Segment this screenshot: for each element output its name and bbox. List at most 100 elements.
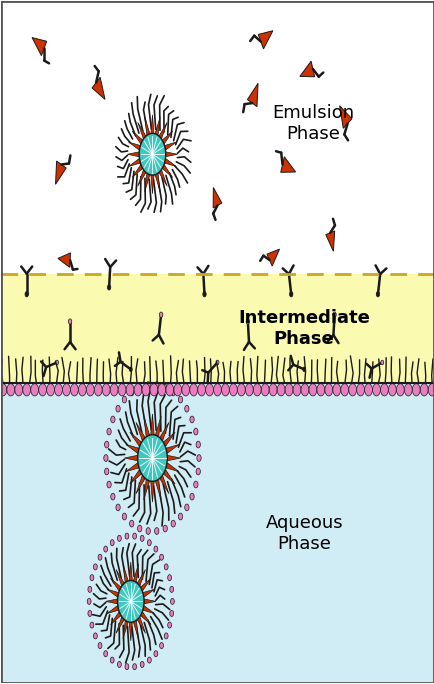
Circle shape: [56, 360, 59, 365]
Circle shape: [170, 598, 174, 605]
Circle shape: [117, 661, 121, 668]
Circle shape: [104, 468, 108, 475]
Polygon shape: [299, 61, 314, 77]
Circle shape: [169, 610, 173, 616]
Polygon shape: [159, 475, 168, 494]
Circle shape: [158, 384, 165, 396]
Polygon shape: [162, 131, 172, 144]
Circle shape: [7, 384, 15, 396]
Circle shape: [126, 384, 134, 396]
Circle shape: [168, 622, 171, 628]
Circle shape: [184, 406, 188, 412]
Circle shape: [129, 521, 134, 527]
Polygon shape: [123, 620, 128, 639]
Polygon shape: [163, 469, 175, 484]
Polygon shape: [167, 456, 180, 461]
Polygon shape: [165, 152, 177, 157]
Circle shape: [193, 428, 197, 435]
Polygon shape: [155, 117, 160, 135]
Circle shape: [122, 396, 126, 403]
Circle shape: [62, 384, 70, 396]
Circle shape: [46, 384, 54, 396]
Circle shape: [137, 384, 141, 391]
Circle shape: [31, 384, 39, 396]
Circle shape: [159, 554, 163, 560]
Circle shape: [0, 384, 7, 396]
Polygon shape: [155, 416, 161, 437]
Circle shape: [93, 633, 97, 639]
Circle shape: [110, 384, 118, 396]
Circle shape: [154, 527, 158, 534]
Polygon shape: [107, 589, 118, 597]
Circle shape: [395, 384, 403, 396]
Circle shape: [117, 581, 144, 622]
Polygon shape: [136, 475, 145, 494]
Circle shape: [221, 384, 229, 396]
Circle shape: [134, 384, 141, 396]
Circle shape: [380, 384, 388, 396]
Circle shape: [411, 384, 419, 396]
Circle shape: [98, 642, 102, 648]
Circle shape: [150, 384, 158, 396]
Circle shape: [25, 291, 28, 297]
Polygon shape: [145, 117, 150, 135]
Circle shape: [86, 384, 94, 396]
Polygon shape: [140, 578, 151, 591]
Circle shape: [372, 384, 379, 396]
Polygon shape: [56, 161, 66, 184]
Polygon shape: [127, 152, 139, 157]
Polygon shape: [128, 142, 140, 150]
Circle shape: [154, 546, 158, 552]
Circle shape: [178, 513, 182, 520]
Circle shape: [88, 586, 92, 592]
Polygon shape: [280, 157, 295, 172]
Text: Aqueous
Phase: Aqueous Phase: [265, 514, 342, 553]
Circle shape: [163, 525, 167, 532]
Circle shape: [184, 504, 188, 511]
Circle shape: [137, 435, 167, 482]
Polygon shape: [140, 611, 151, 624]
Circle shape: [87, 598, 91, 605]
Circle shape: [229, 384, 237, 396]
Polygon shape: [129, 469, 141, 484]
Circle shape: [132, 663, 136, 670]
Circle shape: [107, 285, 111, 290]
Circle shape: [181, 384, 189, 396]
Circle shape: [340, 384, 348, 396]
Polygon shape: [116, 570, 124, 586]
Polygon shape: [144, 599, 155, 604]
Polygon shape: [155, 479, 161, 500]
Circle shape: [404, 384, 411, 396]
Polygon shape: [136, 422, 145, 441]
Polygon shape: [150, 482, 154, 502]
Circle shape: [90, 622, 94, 628]
Circle shape: [146, 527, 150, 534]
Circle shape: [171, 389, 175, 396]
Circle shape: [98, 554, 102, 560]
Circle shape: [104, 546, 107, 552]
Polygon shape: [164, 142, 176, 150]
Polygon shape: [133, 620, 138, 639]
Circle shape: [140, 661, 144, 668]
Bar: [1, 383, 433, 683]
Polygon shape: [247, 83, 257, 107]
Polygon shape: [162, 164, 172, 177]
Circle shape: [132, 533, 136, 539]
Circle shape: [196, 468, 200, 475]
Circle shape: [140, 536, 144, 541]
Circle shape: [364, 384, 372, 396]
Polygon shape: [137, 617, 145, 633]
Circle shape: [293, 384, 300, 396]
Circle shape: [189, 384, 197, 396]
Circle shape: [427, 384, 434, 396]
Circle shape: [375, 291, 379, 297]
Polygon shape: [163, 432, 175, 447]
Circle shape: [388, 384, 395, 396]
Circle shape: [174, 384, 181, 396]
Circle shape: [302, 367, 305, 371]
Circle shape: [246, 319, 249, 324]
Circle shape: [190, 493, 194, 500]
Polygon shape: [144, 416, 149, 437]
Polygon shape: [110, 578, 121, 591]
Circle shape: [164, 564, 168, 570]
